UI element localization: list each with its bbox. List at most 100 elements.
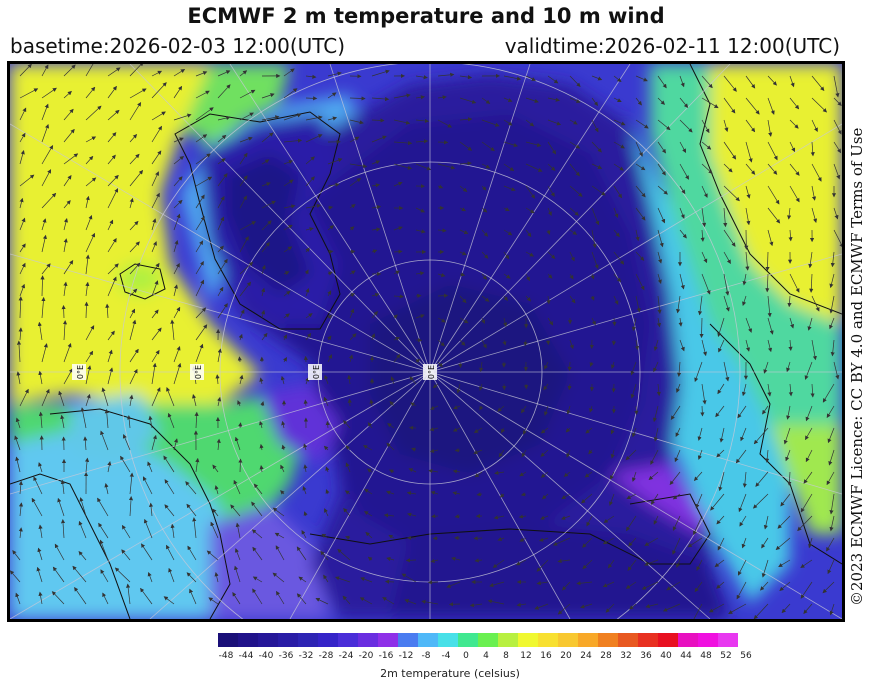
wind-arrow bbox=[576, 581, 593, 586]
wind-arrow bbox=[57, 497, 65, 517]
wind-arrow bbox=[699, 317, 704, 339]
wind-arrow bbox=[173, 306, 181, 319]
wind-arrow bbox=[800, 581, 813, 599]
wind-arrow bbox=[656, 383, 661, 397]
wind-arrow bbox=[239, 70, 248, 77]
wind-arrow bbox=[525, 295, 531, 302]
wind-arrow bbox=[481, 229, 489, 237]
wind-arrow bbox=[767, 317, 774, 335]
wind-arrow bbox=[503, 273, 511, 279]
wind-arrow bbox=[502, 339, 507, 346]
wind-arrow bbox=[85, 86, 96, 99]
legend-tick-label: 16 bbox=[540, 651, 552, 661]
wind-arrow bbox=[693, 515, 703, 536]
wind-arrow bbox=[584, 471, 593, 478]
legend-swatch bbox=[418, 633, 438, 647]
wind-arrow bbox=[473, 427, 483, 433]
legend-swatch bbox=[558, 633, 578, 647]
wind-arrow bbox=[437, 317, 446, 323]
wind-arrow bbox=[367, 422, 373, 429]
wind-arrow bbox=[811, 75, 825, 92]
wind-arrow bbox=[498, 449, 505, 458]
wind-arrow bbox=[459, 161, 472, 166]
wind-arrow bbox=[185, 481, 197, 495]
wind-arrow bbox=[833, 361, 840, 380]
wind-arrow bbox=[805, 427, 813, 441]
wind-arrow bbox=[371, 118, 385, 123]
wind-arrow bbox=[349, 177, 362, 187]
wind-arrow bbox=[78, 551, 87, 561]
wind-arrow bbox=[261, 159, 270, 165]
wind-arrow bbox=[349, 270, 356, 275]
wind-arrow bbox=[786, 405, 791, 420]
wind-arrow bbox=[107, 132, 117, 143]
wind-arrow bbox=[569, 339, 574, 350]
wind-arrow bbox=[546, 295, 551, 305]
wind-arrow bbox=[761, 537, 769, 549]
wind-arrow bbox=[10, 570, 21, 583]
wind-arrow bbox=[767, 119, 773, 137]
wind-arrow bbox=[195, 71, 208, 77]
wind-arrow bbox=[173, 176, 183, 187]
wind-arrow bbox=[804, 361, 813, 380]
wind-arrow bbox=[41, 343, 48, 363]
wind-arrow bbox=[63, 175, 72, 187]
wind-arrow bbox=[525, 75, 536, 81]
wind-arrow bbox=[18, 502, 24, 517]
wind-arrow bbox=[305, 227, 314, 232]
wind-arrow bbox=[323, 574, 329, 583]
wind-arrow bbox=[283, 138, 303, 143]
wind-arrow bbox=[195, 457, 200, 473]
wind-arrow bbox=[523, 339, 528, 347]
wind-arrow bbox=[752, 493, 769, 509]
map-frame[interactable]: 0°E 0°E 0°E 0°E bbox=[7, 61, 845, 622]
wind-arrow bbox=[151, 362, 157, 385]
wind-arrow bbox=[775, 537, 791, 551]
wind-arrow bbox=[195, 324, 208, 341]
wind-arrow bbox=[544, 361, 549, 370]
wind-arrow bbox=[666, 581, 681, 591]
wind-arrow bbox=[695, 493, 703, 509]
wind-arrow bbox=[371, 310, 378, 319]
wind-arrow bbox=[763, 361, 769, 374]
wind-arrow bbox=[585, 427, 593, 434]
wind-arrow bbox=[349, 226, 355, 231]
wind-arrow bbox=[454, 448, 461, 453]
wind-arrow bbox=[569, 207, 579, 216]
wind-arrow bbox=[565, 427, 571, 433]
wind-arrow bbox=[781, 603, 791, 614]
wind-arrow bbox=[716, 449, 725, 458]
wind-arrow bbox=[557, 603, 571, 615]
wind-arrow bbox=[700, 229, 705, 242]
license-credit: ©2023 ECMWF Licence: CC BY 4.0 and ECMWF… bbox=[848, 127, 866, 606]
wind-arrow bbox=[16, 371, 21, 385]
legend-tick-label: -24 bbox=[338, 651, 354, 661]
wind-arrow bbox=[591, 163, 603, 169]
wind-arrow bbox=[349, 354, 354, 363]
wind-arrow bbox=[589, 405, 594, 413]
wind-arrow bbox=[787, 207, 792, 220]
wind-arrow bbox=[737, 405, 747, 419]
grid-label-4: 0°E bbox=[427, 365, 436, 379]
wind-arrow bbox=[85, 214, 93, 231]
legend-tick-label: -28 bbox=[318, 651, 334, 661]
wind-arrow bbox=[298, 576, 307, 583]
wind-arrow bbox=[195, 176, 213, 187]
wind-arrow bbox=[129, 394, 134, 407]
wind-arrow bbox=[303, 511, 308, 517]
legend-swatch bbox=[458, 633, 478, 647]
wind-arrow bbox=[437, 228, 447, 233]
wind-arrow bbox=[679, 97, 689, 108]
wind-arrow bbox=[129, 472, 134, 495]
wind-arrow bbox=[833, 163, 841, 180]
wind-arrow bbox=[473, 449, 483, 455]
wind-arrow bbox=[364, 511, 373, 517]
wind-arrow bbox=[811, 185, 817, 201]
wind-arrow bbox=[99, 539, 109, 561]
wind-arrow bbox=[767, 141, 778, 161]
wind-arrow bbox=[337, 548, 351, 561]
legend-swatch bbox=[398, 633, 418, 647]
wind-arrow bbox=[700, 405, 705, 417]
wind-arrow bbox=[83, 436, 88, 451]
wind-arrow bbox=[129, 88, 147, 99]
